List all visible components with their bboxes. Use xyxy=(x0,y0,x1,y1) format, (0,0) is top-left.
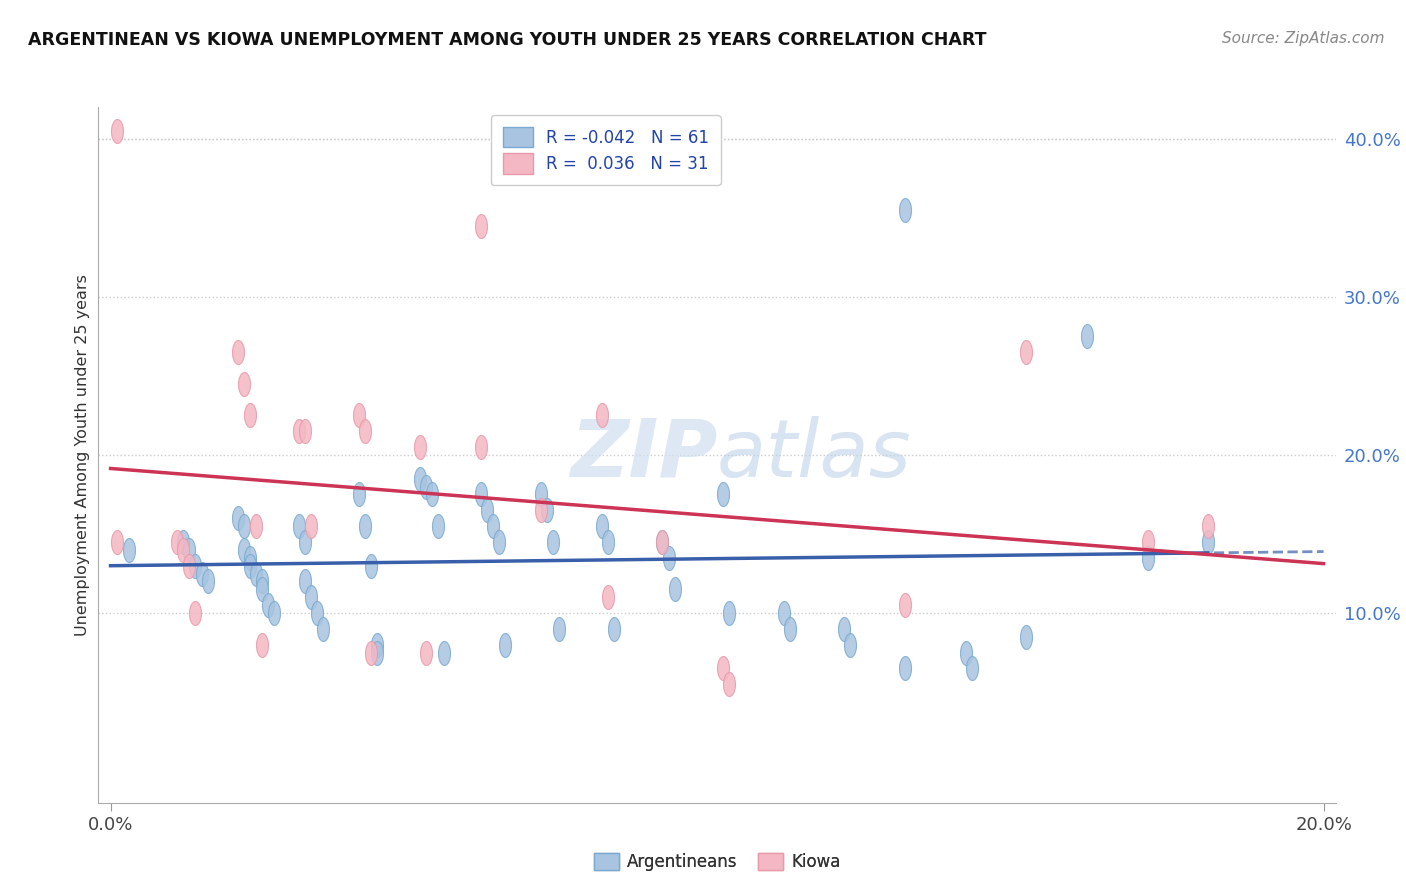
Point xyxy=(179,558,201,573)
Point xyxy=(415,646,437,660)
Point xyxy=(591,519,613,533)
Point xyxy=(250,638,273,652)
Point xyxy=(664,582,686,597)
Point xyxy=(1015,345,1038,359)
Point xyxy=(1197,534,1219,549)
Point xyxy=(197,574,219,589)
Point xyxy=(263,606,285,620)
Point xyxy=(184,558,207,573)
Point xyxy=(530,503,553,517)
Point xyxy=(172,534,194,549)
Point xyxy=(488,534,510,549)
Point xyxy=(245,566,267,581)
Point xyxy=(294,574,316,589)
Point xyxy=(1197,519,1219,533)
Point xyxy=(226,345,249,359)
Point xyxy=(250,582,273,597)
Point xyxy=(312,622,335,636)
Point xyxy=(420,487,443,501)
Point xyxy=(239,558,262,573)
Text: atlas: atlas xyxy=(717,416,912,494)
Point xyxy=(711,487,734,501)
Point xyxy=(233,542,256,557)
Point xyxy=(591,409,613,423)
Legend: Argentineans, Kiowa: Argentineans, Kiowa xyxy=(588,847,846,878)
Point xyxy=(166,534,188,549)
Point xyxy=(294,424,316,438)
Point xyxy=(347,409,370,423)
Point xyxy=(711,661,734,675)
Point xyxy=(233,376,256,391)
Point xyxy=(305,606,328,620)
Point xyxy=(470,440,492,454)
Point xyxy=(470,219,492,233)
Point xyxy=(651,534,673,549)
Point xyxy=(894,202,917,217)
Point xyxy=(239,409,262,423)
Point xyxy=(360,558,382,573)
Point xyxy=(470,487,492,501)
Point xyxy=(427,519,450,533)
Point xyxy=(1136,534,1159,549)
Point xyxy=(1136,550,1159,565)
Point xyxy=(287,519,309,533)
Point xyxy=(294,534,316,549)
Point xyxy=(190,566,212,581)
Point xyxy=(366,646,388,660)
Point xyxy=(894,598,917,612)
Point xyxy=(366,638,388,652)
Point xyxy=(226,511,249,525)
Point xyxy=(433,646,456,660)
Point xyxy=(475,503,498,517)
Point xyxy=(105,534,128,549)
Point xyxy=(1076,329,1098,343)
Point xyxy=(657,550,679,565)
Point xyxy=(354,424,377,438)
Point xyxy=(603,622,626,636)
Point xyxy=(257,598,280,612)
Text: Source: ZipAtlas.com: Source: ZipAtlas.com xyxy=(1222,31,1385,46)
Point xyxy=(360,646,382,660)
Point xyxy=(184,606,207,620)
Point xyxy=(287,424,309,438)
Point xyxy=(494,638,516,652)
Point xyxy=(299,519,322,533)
Point xyxy=(651,534,673,549)
Point xyxy=(481,519,503,533)
Point xyxy=(834,622,856,636)
Point xyxy=(779,622,801,636)
Point xyxy=(233,519,256,533)
Point xyxy=(409,440,432,454)
Text: ZIP: ZIP xyxy=(569,416,717,494)
Point xyxy=(718,677,741,691)
Point xyxy=(354,519,377,533)
Y-axis label: Unemployment Among Youth under 25 years: Unemployment Among Youth under 25 years xyxy=(75,274,90,636)
Point xyxy=(548,622,571,636)
Point xyxy=(347,487,370,501)
Point xyxy=(172,542,194,557)
Point xyxy=(543,534,565,549)
Point xyxy=(955,646,977,660)
Point xyxy=(530,487,553,501)
Point xyxy=(894,661,917,675)
Point xyxy=(239,550,262,565)
Point xyxy=(536,503,558,517)
Point xyxy=(409,472,432,486)
Point xyxy=(118,542,141,557)
Point xyxy=(250,574,273,589)
Point xyxy=(105,124,128,138)
Text: ARGENTINEAN VS KIOWA UNEMPLOYMENT AMONG YOUTH UNDER 25 YEARS CORRELATION CHART: ARGENTINEAN VS KIOWA UNEMPLOYMENT AMONG … xyxy=(28,31,987,49)
Point xyxy=(299,591,322,605)
Point xyxy=(772,606,794,620)
Point xyxy=(718,606,741,620)
Point xyxy=(179,542,201,557)
Point xyxy=(596,534,619,549)
Point xyxy=(839,638,862,652)
Point xyxy=(960,661,983,675)
Point xyxy=(1015,630,1038,644)
Point xyxy=(596,591,619,605)
Point xyxy=(415,479,437,493)
Point xyxy=(245,519,267,533)
